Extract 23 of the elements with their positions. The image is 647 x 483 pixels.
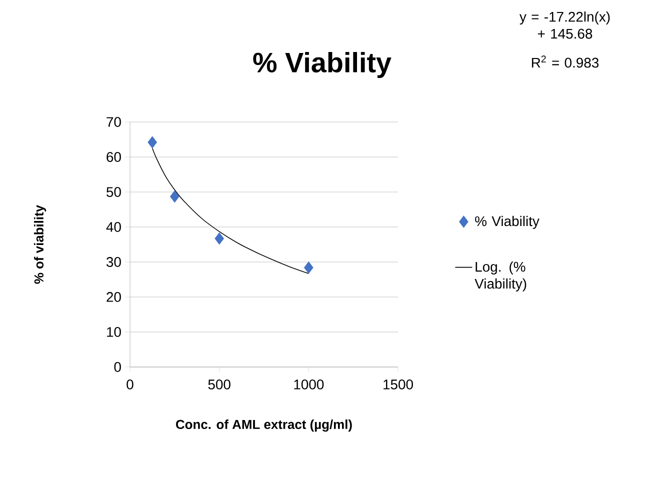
y-tick-label: 40 xyxy=(106,222,121,232)
point xyxy=(148,136,158,148)
point xyxy=(214,232,224,245)
x-axis-title: Conc. of AML extract (µg/ml) xyxy=(176,420,352,432)
x-tick-label: 1500 xyxy=(384,380,413,390)
point xyxy=(170,190,180,203)
y-tick-label: 70 xyxy=(106,117,121,127)
y-tick-label: 10 xyxy=(107,327,121,337)
y-tick-label: 20 xyxy=(106,292,121,302)
chart-title: % Viability xyxy=(253,52,392,78)
point xyxy=(304,261,314,274)
legend-label: Log. (% Viability) xyxy=(474,261,526,292)
x-tick-label: 1000 xyxy=(294,380,324,390)
y-tick-label: 0 xyxy=(114,362,121,372)
text: y = -17.22ln(x) + 145.68 xyxy=(519,12,610,39)
y-axis-title: % of viability xyxy=(34,204,46,284)
x-tick-label: 500 xyxy=(208,380,230,390)
legend-label: % Viability xyxy=(475,216,540,229)
text: R$^{2}$ = 0.983 xyxy=(532,56,599,68)
y-tick-label: 60 xyxy=(106,152,121,162)
y-tick-label: 30 xyxy=(106,257,121,267)
x-tick-label: 0 xyxy=(126,380,134,390)
y-tick-label: 50 xyxy=(106,187,121,197)
